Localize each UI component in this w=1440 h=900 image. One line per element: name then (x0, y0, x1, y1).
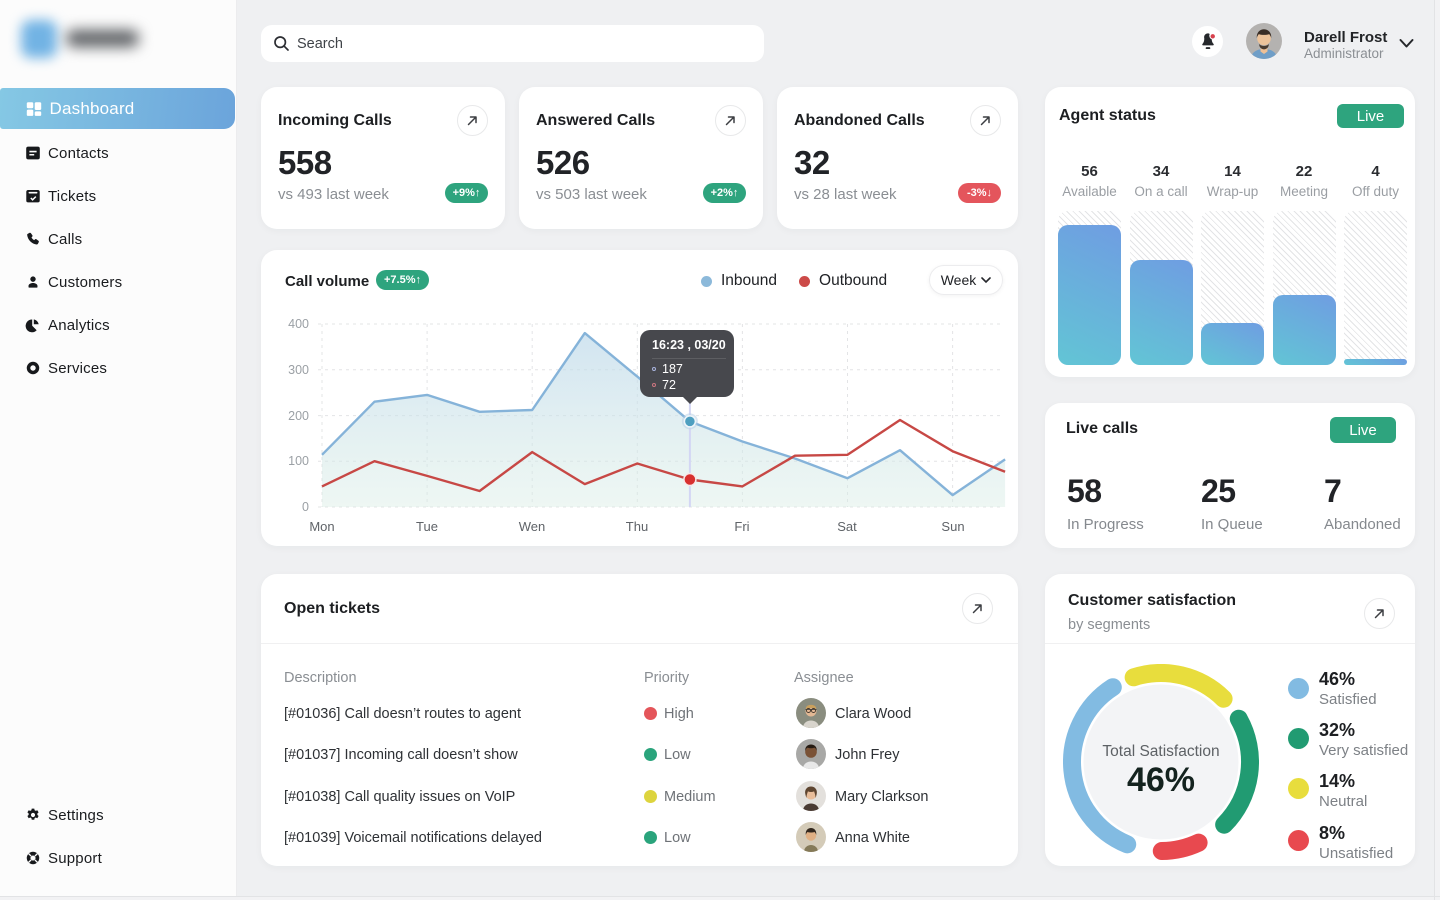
svg-text:Thu: Thu (626, 519, 648, 534)
svg-text:Tue: Tue (416, 519, 438, 534)
svg-text:Total Satisfaction: Total Satisfaction (1102, 743, 1219, 760)
svg-text:400: 400 (288, 317, 309, 331)
svg-text:Fri: Fri (734, 519, 749, 534)
svg-text:46%: 46% (1127, 761, 1195, 799)
svg-text:100: 100 (288, 454, 309, 468)
svg-text:300: 300 (288, 363, 309, 377)
svg-text:200: 200 (288, 409, 309, 423)
svg-text:Mon: Mon (309, 519, 334, 534)
svg-text:0: 0 (302, 500, 309, 514)
svg-text:Sat: Sat (837, 519, 857, 534)
svg-text:Sun: Sun (941, 519, 964, 534)
svg-text:Wen: Wen (519, 519, 546, 534)
